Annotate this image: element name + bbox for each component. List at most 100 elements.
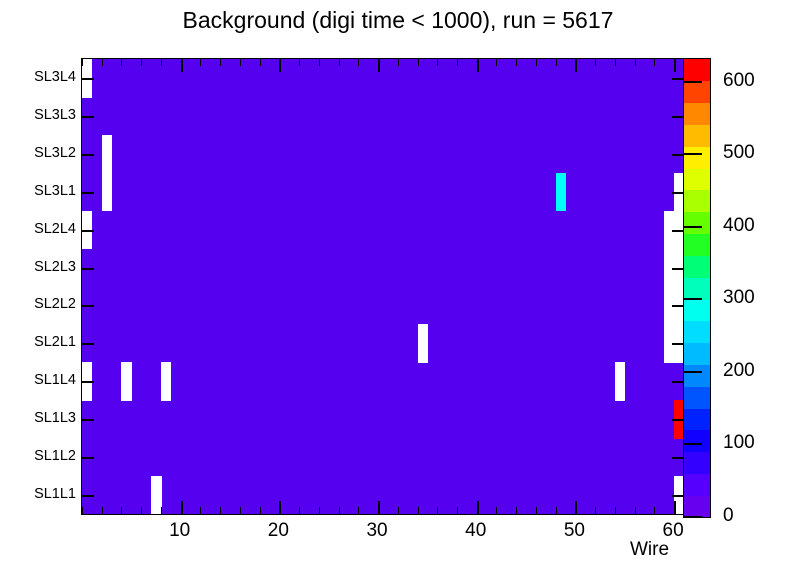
x-axis-minor-tick — [220, 507, 222, 514]
color-scale-segment — [684, 364, 710, 387]
x-axis-minor-tick — [259, 507, 261, 514]
x-axis-major-tick — [575, 501, 578, 514]
x-axis-major-tick — [180, 501, 183, 514]
x-axis-minor-tick-top — [82, 59, 83, 66]
color-scale-segment — [684, 320, 710, 344]
y-axis-label-sl1l4: SL1L4 — [34, 372, 76, 389]
page-title: Background (digi time < 1000), run = 561… — [182, 7, 614, 33]
y-axis-label-sl2l4: SL2L4 — [34, 220, 76, 237]
color-scale-segment — [684, 80, 710, 104]
x-axis-minor-tick-top — [634, 59, 636, 66]
color-scale-segment — [684, 429, 710, 453]
y-axis-tick — [82, 153, 94, 156]
x-axis-minor-tick — [318, 507, 320, 514]
heatmap-empty-cell — [664, 248, 675, 288]
x-axis-minor-tick — [121, 507, 123, 514]
y-axis-tick — [672, 495, 684, 498]
color-scale-label-500: 500 — [723, 142, 755, 164]
color-scale-segment — [684, 168, 710, 191]
y-axis-tick — [672, 267, 684, 270]
x-axis-minor-tick-top — [437, 59, 439, 66]
heatmap-empty-cell — [614, 362, 626, 401]
x-axis-minor-tick — [141, 507, 143, 514]
x-axis-major-tick-top — [674, 59, 677, 72]
heatmap-hot-cell — [555, 172, 567, 212]
y-axis-tick — [82, 343, 94, 346]
color-scale-segment — [684, 451, 710, 474]
y-axis-tick — [82, 115, 94, 118]
heatmap-background — [82, 59, 684, 514]
y-axis-tick — [672, 229, 684, 232]
x-axis-minor-tick — [239, 507, 241, 514]
x-axis-minor-tick-top — [200, 59, 202, 66]
x-axis-major-tick-top — [180, 59, 183, 72]
x-axis-tick-label-50: 50 — [563, 520, 585, 541]
color-scale-segment — [684, 233, 710, 256]
y-axis-tick — [672, 191, 684, 194]
x-axis-minor-tick — [437, 507, 439, 514]
color-scale-label-600: 600 — [723, 69, 755, 91]
y-axis-tick — [672, 115, 684, 118]
x-axis-minor-tick-top — [338, 59, 340, 66]
x-axis-minor-tick-top — [220, 59, 222, 66]
color-scale-label-300: 300 — [723, 287, 755, 309]
x-axis-minor-tick-top — [555, 59, 557, 66]
color-scale-segment — [684, 102, 710, 126]
histogram-plot-area[interactable] — [81, 58, 685, 515]
color-scale-segment — [684, 124, 710, 147]
x-axis-title: Wire — [630, 539, 670, 560]
x-axis-minor-tick-top — [614, 59, 616, 66]
x-axis-minor-tick-top — [318, 59, 320, 66]
x-axis-minor-tick — [160, 507, 162, 514]
color-scale-segment — [684, 407, 710, 431]
color-scale-segment — [684, 342, 710, 365]
color-scale-tick — [684, 443, 702, 446]
x-axis-tick-label-30: 30 — [366, 520, 388, 541]
y-axis-tick — [672, 343, 684, 346]
y-axis-tick — [82, 267, 94, 270]
color-scale-segment — [684, 211, 710, 235]
y-axis-tick — [82, 305, 94, 308]
y-axis-tick — [672, 153, 684, 156]
color-scale-tick — [684, 370, 702, 373]
y-axis-tick — [82, 457, 94, 460]
x-axis-minor-tick-top — [496, 59, 498, 66]
y-axis-tick — [82, 229, 94, 232]
y-axis-tick — [82, 495, 94, 498]
heatmap-empty-cell — [664, 324, 675, 363]
x-axis-major-tick-top — [279, 59, 282, 72]
color-scale-segment — [684, 277, 710, 300]
color-scale-segment — [684, 495, 710, 517]
x-axis-minor-tick — [555, 507, 557, 514]
y-axis-label-sl1l2: SL1L2 — [34, 448, 76, 465]
heatmap-empty-cell — [151, 476, 162, 514]
color-scale-segment — [684, 386, 710, 409]
x-axis-minor-tick — [200, 507, 202, 514]
x-axis-minor-tick — [101, 507, 103, 514]
x-axis-minor-tick — [338, 507, 340, 514]
x-axis-minor-tick — [496, 507, 498, 514]
x-axis-minor-tick — [82, 507, 83, 514]
color-scale-segment — [684, 473, 710, 496]
color-scale-tick — [684, 225, 702, 228]
x-axis-minor-tick-top — [535, 59, 537, 66]
x-axis-minor-tick-top — [299, 59, 301, 66]
color-scale-bar — [683, 58, 711, 518]
y-axis-tick — [672, 419, 684, 422]
heatmap-empty-cell — [101, 172, 113, 212]
x-axis-minor-tick-top — [160, 59, 162, 66]
heatmap-empty-cell — [121, 362, 132, 401]
x-axis-tick-label-10: 10 — [169, 520, 191, 541]
x-axis-tick-label-60: 60 — [662, 520, 684, 541]
x-axis-minor-tick — [614, 507, 616, 514]
x-axis-minor-tick — [397, 507, 399, 514]
x-axis-minor-tick-top — [358, 59, 360, 66]
y-axis-label-sl2l2: SL2L2 — [34, 296, 76, 313]
x-axis-minor-tick — [417, 507, 419, 514]
color-scale-tick — [684, 153, 702, 156]
x-axis-minor-tick — [634, 507, 636, 514]
y-axis-tick — [82, 419, 94, 422]
x-axis-minor-tick — [535, 507, 537, 514]
color-scale-label-200: 200 — [723, 359, 755, 381]
x-axis-minor-tick — [516, 507, 518, 514]
